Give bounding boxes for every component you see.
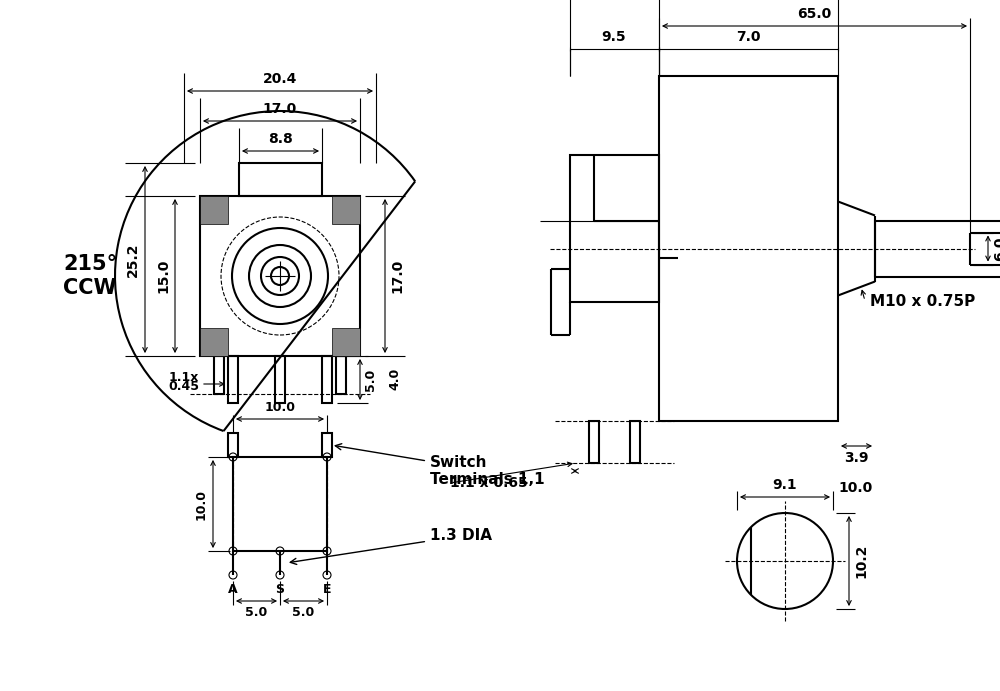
Bar bbox=[200, 196, 360, 356]
Text: 5.0: 5.0 bbox=[245, 606, 268, 619]
Text: 7.0: 7.0 bbox=[736, 30, 760, 44]
Text: 1.1 x 0.65: 1.1 x 0.65 bbox=[450, 476, 528, 490]
Bar bbox=[200, 196, 228, 224]
Text: 9.1: 9.1 bbox=[773, 478, 797, 492]
Text: 3.9: 3.9 bbox=[844, 451, 868, 465]
Bar bbox=[233, 457, 327, 551]
Text: S: S bbox=[276, 583, 285, 596]
Bar bbox=[228, 356, 238, 403]
Bar bbox=[275, 356, 285, 403]
Text: 215°
CCW: 215° CCW bbox=[63, 254, 117, 298]
Text: 9.5: 9.5 bbox=[602, 30, 626, 44]
Text: 17.0: 17.0 bbox=[390, 259, 404, 293]
Bar bbox=[570, 155, 659, 302]
Text: 8.8: 8.8 bbox=[268, 132, 293, 146]
Bar bbox=[875, 220, 1000, 276]
Bar bbox=[322, 433, 332, 457]
Text: 5.0: 5.0 bbox=[292, 606, 315, 619]
Text: 17.0: 17.0 bbox=[263, 102, 297, 116]
Bar bbox=[322, 356, 332, 403]
Bar bbox=[589, 421, 599, 463]
Bar bbox=[214, 356, 224, 394]
Text: 4.0: 4.0 bbox=[388, 368, 401, 390]
Bar bbox=[332, 196, 360, 224]
Text: 10.0: 10.0 bbox=[195, 489, 208, 520]
Bar bbox=[332, 328, 360, 356]
Text: 25.2: 25.2 bbox=[126, 243, 140, 277]
Bar bbox=[228, 433, 238, 457]
Text: 1.1x: 1.1x bbox=[169, 370, 199, 384]
Text: E: E bbox=[323, 583, 331, 596]
Text: 6.0: 6.0 bbox=[993, 236, 1000, 261]
Text: 1.3 DIA: 1.3 DIA bbox=[290, 529, 492, 565]
Text: 20.4: 20.4 bbox=[263, 72, 297, 86]
Text: M10 x 0.75P: M10 x 0.75P bbox=[870, 294, 975, 308]
Text: 0.45: 0.45 bbox=[168, 379, 199, 392]
Text: 15.0: 15.0 bbox=[156, 259, 170, 293]
Bar bbox=[200, 328, 228, 356]
Text: 5.0: 5.0 bbox=[364, 368, 377, 390]
Bar bbox=[239, 163, 322, 196]
Bar bbox=[630, 421, 640, 463]
Text: 65.0: 65.0 bbox=[797, 7, 832, 21]
Bar bbox=[659, 76, 838, 421]
Text: Switch
Terminals 1,1: Switch Terminals 1,1 bbox=[335, 444, 545, 487]
Text: 10.0: 10.0 bbox=[264, 401, 296, 414]
Bar bbox=[336, 356, 346, 394]
Text: 10.0: 10.0 bbox=[839, 481, 873, 495]
Text: 10.2: 10.2 bbox=[854, 544, 868, 578]
Text: A: A bbox=[228, 583, 238, 596]
